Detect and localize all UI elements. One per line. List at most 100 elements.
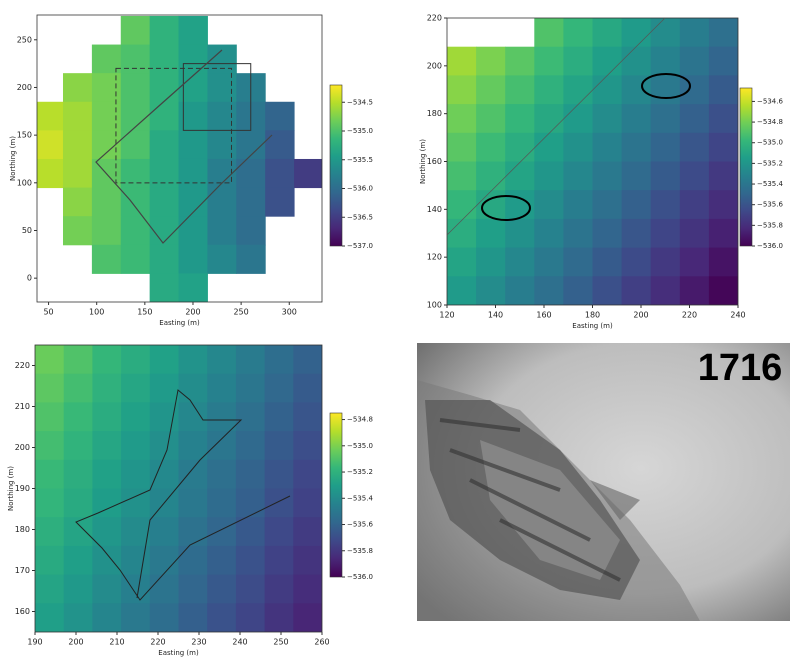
cell: [293, 603, 322, 632]
cell: [650, 132, 681, 162]
cell: [476, 190, 506, 220]
cell: [92, 373, 122, 403]
colorbar-tick-label: −535.0: [347, 127, 373, 135]
colorbar-tick-label: −535.2: [757, 159, 783, 167]
cell: [207, 187, 237, 217]
cell: [476, 161, 506, 191]
x-tick-label: 190: [27, 638, 42, 647]
cell: [91, 73, 122, 103]
cell: [294, 158, 322, 189]
cell: [293, 574, 322, 604]
cell: [121, 517, 151, 547]
cell: [120, 101, 151, 131]
cell: [621, 161, 652, 191]
cell: [679, 132, 710, 162]
cell: [149, 459, 179, 489]
cell: [35, 459, 65, 489]
y-tick-label: 180: [15, 525, 30, 534]
x-tick-label: 140: [488, 311, 503, 320]
cell: [650, 218, 681, 249]
cell: [650, 276, 681, 305]
cell: [563, 75, 593, 105]
cell: [91, 130, 122, 160]
cell: [63, 459, 93, 489]
cell: [447, 218, 477, 249]
cell: [92, 345, 122, 375]
cell: [178, 459, 208, 489]
cell: [149, 574, 179, 604]
cell: [621, 104, 652, 134]
colorbar-tick-label: −534.5: [347, 98, 373, 106]
y-tick-label: 250: [17, 35, 32, 44]
cell: [120, 130, 151, 160]
x-tick-label: 160: [536, 311, 551, 320]
cell: [149, 603, 179, 632]
cell: [534, 104, 564, 134]
cell: [121, 545, 151, 576]
x-tick-label: 100: [89, 308, 104, 317]
cell: [563, 190, 593, 220]
cell: [265, 101, 295, 131]
y-tick-label: 200: [15, 443, 30, 452]
cell: [35, 603, 65, 632]
y-tick-label: 220: [15, 361, 30, 370]
cell: [37, 101, 64, 131]
y-tick-label: 210: [15, 402, 30, 411]
cell: [235, 459, 266, 489]
colorbar: [329, 412, 343, 578]
cell: [235, 574, 266, 604]
colorbar-tick-label: −536.0: [347, 573, 373, 581]
cell: [149, 216, 180, 246]
cell: [120, 187, 151, 217]
cell: [149, 15, 180, 46]
heatmap-panel: 190 200 210 220 230 240 250 260 160 170 180 190 200 2…: [7, 344, 373, 657]
cell: [679, 276, 710, 305]
cell: [447, 132, 477, 162]
cell: [264, 431, 294, 461]
cell: [505, 247, 535, 277]
cell: [178, 574, 208, 604]
cell: [708, 247, 738, 277]
y-axis-label: Northing (m): [9, 136, 17, 181]
cell: [534, 276, 564, 305]
cell: [63, 373, 93, 403]
cell: [447, 276, 477, 305]
y-tick-label: 150: [17, 131, 32, 140]
cell: [708, 46, 738, 76]
cell: [92, 517, 122, 547]
cell: [563, 132, 593, 162]
cell: [121, 459, 151, 489]
cell: [708, 132, 738, 162]
cell: [534, 247, 564, 277]
cell: [708, 104, 738, 134]
cell: [650, 161, 681, 191]
cell: [293, 488, 322, 518]
cell: [120, 44, 151, 74]
cell: [207, 345, 237, 375]
cell: [505, 190, 535, 220]
cell: [149, 345, 179, 375]
cell: [120, 216, 151, 246]
cell: [235, 603, 266, 632]
cell: [708, 18, 738, 48]
cell: [236, 187, 266, 217]
cell: [592, 46, 623, 76]
cells: [447, 18, 738, 305]
cell: [178, 130, 208, 160]
cell: [476, 276, 506, 305]
x-axis-label: Easting (m): [158, 649, 199, 657]
cell: [207, 488, 237, 518]
cell: [679, 247, 710, 277]
colorbar-tick-label: −534.6: [757, 97, 783, 105]
cells: [35, 345, 322, 632]
x-tick-label: 250: [233, 308, 248, 317]
colorbar: [329, 84, 343, 247]
region-outline: [115, 67, 232, 184]
cell: [91, 244, 122, 274]
cell: [92, 603, 122, 632]
cell: [476, 218, 506, 249]
cell: [149, 244, 180, 274]
cell: [62, 187, 93, 217]
feature-marker: [481, 195, 531, 221]
cell: [650, 104, 681, 134]
